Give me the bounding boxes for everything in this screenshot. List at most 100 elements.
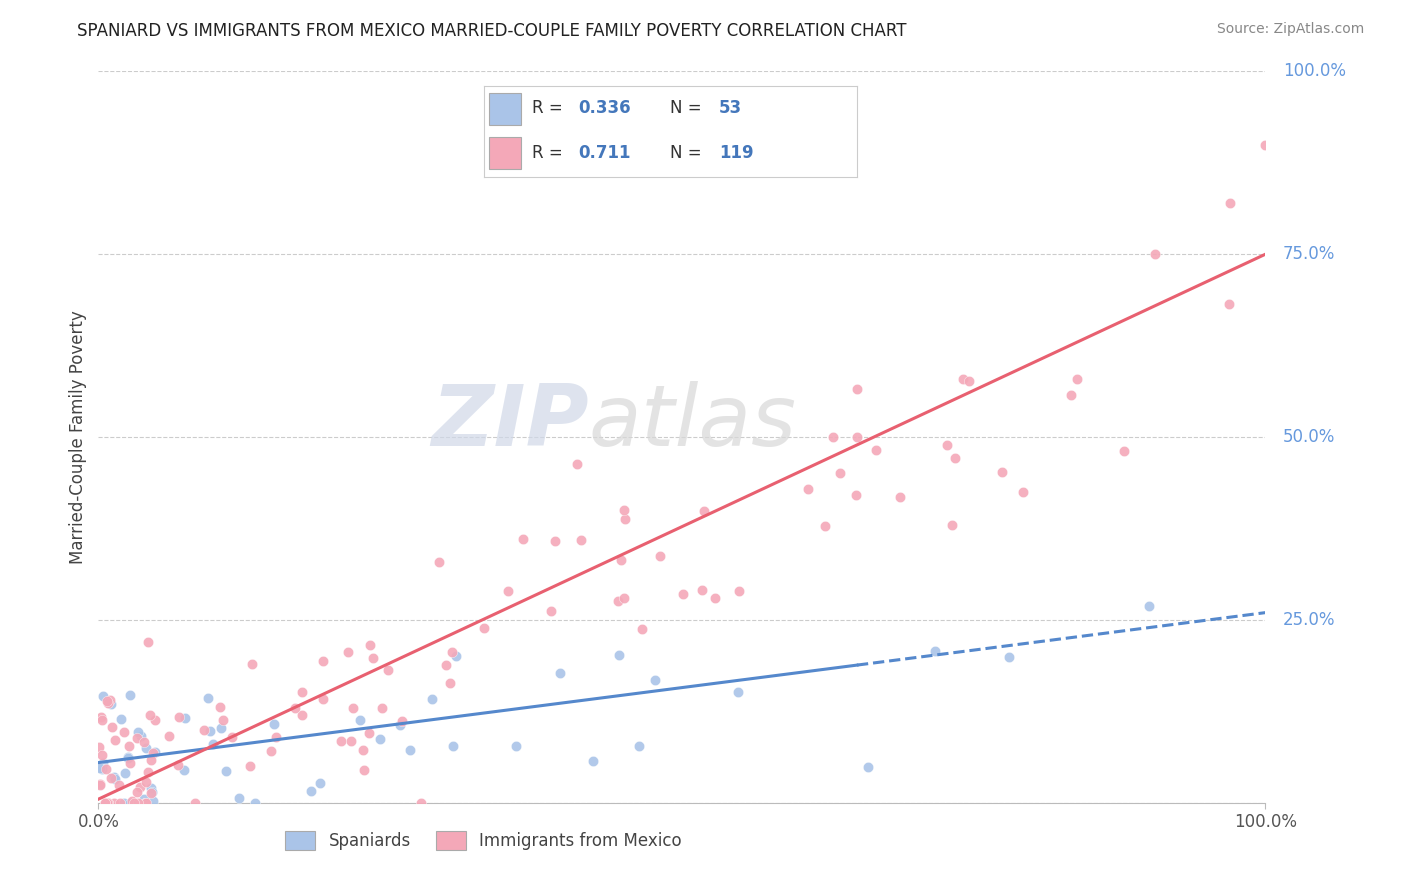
Point <box>496 583 519 598</box>
Point <box>613 591 636 605</box>
Point <box>692 583 714 598</box>
Point <box>134 796 156 810</box>
Point <box>1066 372 1088 386</box>
Point <box>368 731 391 746</box>
Point <box>359 638 381 652</box>
Point <box>221 731 243 745</box>
Text: ZIP: ZIP <box>430 381 589 464</box>
Point <box>112 725 135 739</box>
Point <box>352 742 374 756</box>
Point <box>97 696 120 710</box>
Point <box>441 739 464 754</box>
Point <box>550 666 572 681</box>
Text: 100.0%: 100.0% <box>1282 62 1346 80</box>
Point <box>704 591 727 606</box>
Point <box>371 700 394 714</box>
Point <box>129 780 152 794</box>
Point <box>606 594 628 608</box>
Point <box>540 604 562 618</box>
Point <box>141 784 163 798</box>
Point <box>361 651 384 665</box>
Point <box>201 737 224 751</box>
Point <box>117 751 139 765</box>
Point <box>98 693 121 707</box>
Point <box>1254 137 1277 152</box>
Point <box>353 763 375 777</box>
Point <box>945 451 967 466</box>
Point <box>209 699 232 714</box>
Point <box>87 740 110 755</box>
Text: 25.0%: 25.0% <box>1282 611 1336 629</box>
Point <box>340 733 363 747</box>
Point <box>627 739 650 753</box>
Point <box>924 644 946 658</box>
Point <box>357 726 380 740</box>
Point <box>118 688 141 702</box>
Point <box>141 781 163 796</box>
Point <box>114 765 136 780</box>
Point <box>565 457 588 471</box>
Point <box>240 657 263 672</box>
Point <box>118 796 141 810</box>
Point <box>856 760 879 774</box>
Point <box>212 713 235 727</box>
Point <box>845 488 868 502</box>
Point <box>89 777 111 791</box>
Point <box>215 764 238 778</box>
Point <box>117 749 139 764</box>
Point <box>103 796 125 810</box>
Point <box>91 689 114 703</box>
Text: SPANIARD VS IMMIGRANTS FROM MEXICO MARRIED-COUPLE FAMILY POVERTY CORRELATION CHA: SPANIARD VS IMMIGRANTS FROM MEXICO MARRI… <box>77 22 907 40</box>
Point <box>239 759 262 773</box>
Point <box>89 778 111 792</box>
Point <box>145 745 167 759</box>
Point <box>439 676 461 690</box>
Point <box>440 645 463 659</box>
Point <box>120 756 142 770</box>
Point <box>1012 484 1035 499</box>
Point <box>377 663 399 677</box>
Point <box>941 518 963 533</box>
Point <box>104 772 127 786</box>
Point <box>96 796 118 810</box>
Legend: Spaniards, Immigrants from Mexico: Spaniards, Immigrants from Mexico <box>278 824 689 856</box>
Point <box>865 443 887 458</box>
Point <box>97 796 120 810</box>
Point <box>299 783 322 797</box>
Point <box>309 776 332 790</box>
Point <box>94 796 117 810</box>
Point <box>936 437 959 451</box>
Point <box>1144 247 1167 261</box>
Text: 75.0%: 75.0% <box>1282 245 1336 263</box>
Point <box>672 587 695 601</box>
Point <box>291 707 314 722</box>
Point <box>398 742 420 756</box>
Point <box>957 374 980 388</box>
Point <box>259 744 281 758</box>
Point <box>89 761 111 775</box>
Point <box>427 556 450 570</box>
Point <box>138 635 160 649</box>
Point <box>184 796 207 810</box>
Point <box>828 466 851 480</box>
Point <box>648 549 671 563</box>
Point <box>132 735 155 749</box>
Point <box>228 790 250 805</box>
Point <box>97 796 120 810</box>
Point <box>644 673 666 688</box>
Point <box>693 503 716 517</box>
Point <box>264 730 287 744</box>
Point <box>727 584 749 599</box>
Point <box>582 754 605 768</box>
Point <box>312 692 335 706</box>
Point <box>997 649 1019 664</box>
Point <box>342 701 364 715</box>
Point <box>1219 196 1241 211</box>
Point <box>90 713 112 727</box>
Point <box>607 648 630 662</box>
Point <box>571 533 593 547</box>
Point <box>329 733 352 747</box>
Point <box>1112 444 1135 458</box>
Point <box>91 763 114 777</box>
Point <box>125 731 148 745</box>
